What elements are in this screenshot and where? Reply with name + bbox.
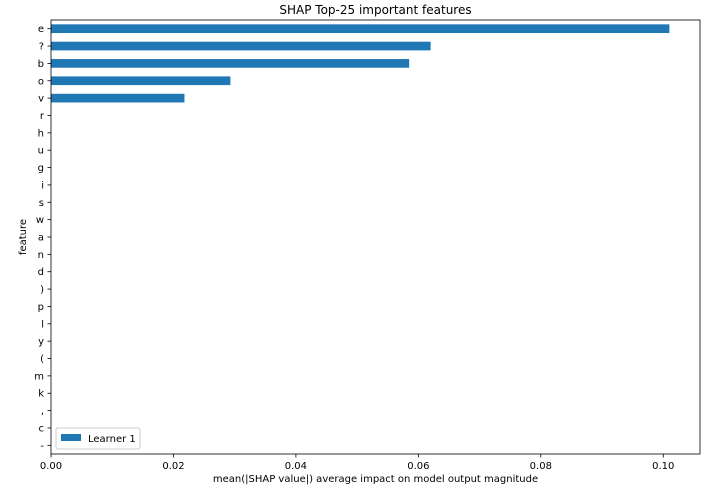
y-tick-label-3: o	[38, 76, 44, 87]
y-tick-label-19: (	[40, 354, 44, 365]
x-tick-label-5: 0.10	[652, 461, 674, 472]
y-tick-label-20: m	[34, 371, 44, 382]
bar-2	[51, 59, 410, 68]
bar-1	[51, 41, 431, 51]
y-tick-label-14: d	[38, 267, 44, 278]
x-tick-label-4: 0.08	[530, 461, 552, 472]
y-tick-label-17: l	[41, 319, 44, 330]
y-tick-label-2: b	[38, 59, 44, 70]
x-axis-ticks: 0.00 0.02 0.04 0.06 0.08 0.10	[40, 454, 674, 472]
y-tick-label-12: a	[38, 233, 44, 244]
y-tick-label-16: p	[38, 302, 44, 313]
x-axis-title: mean(|SHAP value|) average impact on mod…	[213, 474, 538, 485]
x-tick-label-3: 0.06	[407, 461, 429, 472]
y-tick-label-23: c	[39, 423, 45, 434]
legend-box	[55, 427, 141, 450]
plot-area	[51, 20, 700, 454]
y-tick-label-13: n	[38, 250, 44, 261]
y-axis-title: feature	[18, 219, 29, 255]
bar-4	[51, 93, 185, 103]
bar-0	[51, 24, 670, 34]
x-tick-label-2: 0.04	[285, 461, 307, 472]
y-tick-label-22: ,	[41, 406, 44, 417]
bars-group	[51, 24, 670, 103]
y-tick-label-15: )	[40, 285, 44, 296]
legend-swatch	[61, 434, 81, 441]
y-tick-label-18: y	[38, 337, 44, 348]
bar-3	[51, 76, 231, 86]
y-tick-label-1: ?	[39, 42, 44, 53]
x-tick-label-1: 0.02	[162, 461, 184, 472]
y-tick-label-9: i	[41, 180, 44, 191]
x-tick-label-0: 0.00	[40, 461, 62, 472]
y-tick-label-21: k	[38, 389, 44, 400]
y-tick-label-8: g	[38, 163, 44, 174]
y-tick-label-4: v	[38, 94, 44, 105]
legend-label: Learner 1	[88, 434, 136, 445]
plot-frame	[50, 19, 701, 455]
y-tick-label-0: e	[38, 24, 44, 35]
y-tick-label-6: h	[38, 128, 44, 139]
chart-title: SHAP Top-25 important features	[279, 3, 471, 17]
y-tick-label-10: s	[39, 198, 44, 209]
y-tick-label-5: r	[40, 111, 45, 122]
legend: Learner 1	[55, 427, 141, 450]
y-tick-label-24: -	[40, 441, 44, 452]
y-tick-label-11: w	[36, 215, 44, 226]
y-tick-label-7: u	[38, 146, 44, 157]
